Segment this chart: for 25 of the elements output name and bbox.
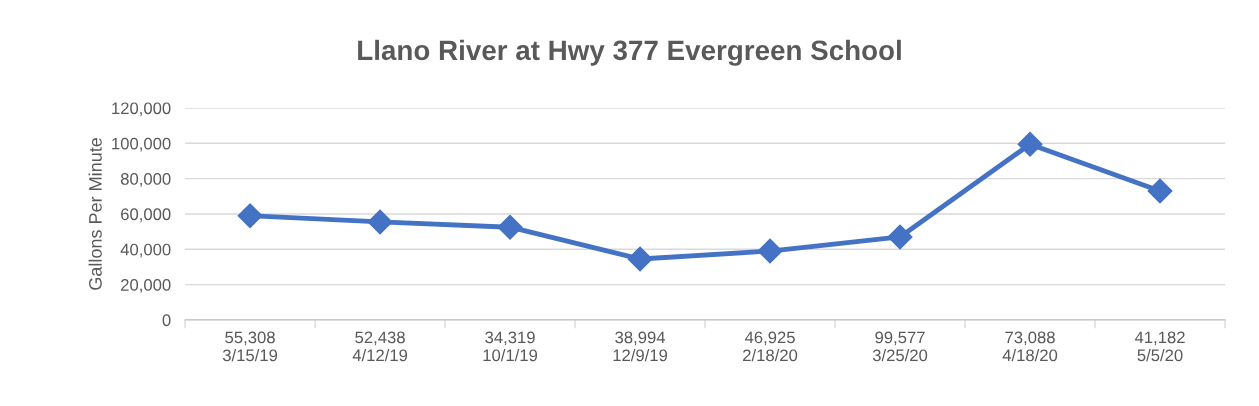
y-tick-label: 120,000 (112, 102, 171, 117)
point (1147, 178, 1173, 204)
y-tick-label: 100,000 (112, 137, 171, 152)
y-tick-label: 80,000 (120, 173, 171, 187)
point (887, 224, 913, 250)
y-tick-label: 60,000 (121, 208, 171, 223)
x-tick-label: 73,088 4/18/20 (1002, 331, 1058, 362)
y-tick-label: 20,000 (121, 279, 171, 293)
point (497, 214, 523, 240)
x-tick-label: 46,925 2/18/20 (743, 331, 798, 362)
point (757, 238, 783, 264)
y-tick-label: 0 (162, 314, 171, 327)
x-tick-label: 99,577 3/25/20 (872, 331, 928, 362)
point (627, 246, 653, 272)
x-tick-label: 41,182 5/5/20 (1134, 331, 1185, 362)
point (367, 209, 393, 235)
x-tick-label: 55,308 3/15/19 (222, 331, 278, 362)
y-tick-label: 40,000 (120, 243, 171, 258)
x-tick-label: 52,438 4/12/19 (352, 331, 408, 362)
point (1017, 131, 1043, 157)
x-tick-label: 34,319 10/1/19 (483, 331, 538, 362)
x-tick-label: 38,994 12/9/19 (613, 331, 668, 362)
chart-title: Llano River at Hwy 377 Evergreen School (358, 39, 901, 66)
point (237, 203, 263, 229)
y-axis-title: Gallons Per Minute (88, 137, 102, 290)
